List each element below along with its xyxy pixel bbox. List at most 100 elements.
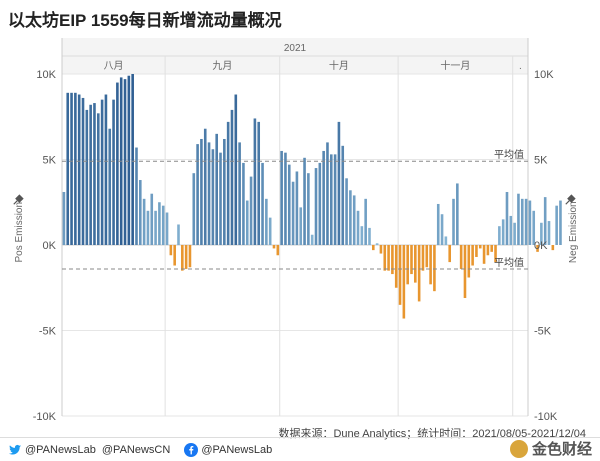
bar	[223, 138, 226, 245]
bar	[540, 222, 543, 245]
bar	[368, 227, 371, 245]
bar	[326, 142, 329, 245]
bar	[173, 245, 176, 266]
bar	[501, 219, 505, 245]
bar	[257, 121, 261, 245]
bar	[520, 198, 524, 245]
bar	[249, 176, 253, 245]
month-label: 八月	[104, 60, 124, 72]
bar	[181, 245, 184, 271]
pin-needle	[13, 200, 18, 205]
bar	[93, 103, 96, 245]
bar	[329, 154, 333, 245]
bar	[154, 210, 157, 245]
pin-icon-right	[565, 194, 576, 205]
bar	[299, 207, 303, 245]
bar	[131, 74, 134, 245]
twitter-handle: @PANewsLab	[25, 443, 96, 456]
bar	[421, 245, 425, 271]
bar	[85, 109, 89, 245]
bar	[429, 245, 432, 285]
y-tick-right: -10K	[534, 411, 558, 423]
bar	[509, 215, 513, 245]
bar	[203, 128, 207, 245]
y-tick-left: -5K	[39, 326, 57, 338]
y-tick-left: 10K	[36, 69, 56, 81]
bar	[372, 245, 375, 251]
bar	[165, 212, 169, 245]
facebook-handle: @PANewsLab	[201, 443, 273, 456]
bar	[158, 202, 161, 245]
bar	[215, 133, 218, 245]
bar	[77, 94, 81, 246]
bar	[406, 245, 409, 285]
bar	[440, 214, 444, 245]
bar	[536, 245, 539, 252]
bar	[184, 245, 188, 269]
pos-average-label: 平均值	[494, 148, 524, 161]
y-tick-right: 10K	[534, 69, 554, 81]
chart-title: 以太坊EIP 1559每日新增流动量概况	[8, 11, 282, 30]
facebook-icon	[184, 442, 199, 457]
facebook-link[interactable]: @PANewsLab	[184, 442, 278, 457]
bar	[528, 200, 532, 245]
y-tick-left: 0K	[43, 240, 57, 252]
bar	[383, 245, 387, 271]
bar	[352, 195, 356, 245]
bar	[543, 197, 547, 245]
bar	[490, 245, 494, 252]
bar	[356, 210, 360, 245]
bar	[150, 193, 154, 245]
bar	[234, 94, 238, 246]
bar	[551, 245, 555, 251]
twitter-link[interactable]: @PANewsLab @PANewsCN	[8, 443, 176, 457]
y-axis-title-right: Neg Emission	[568, 201, 579, 263]
bar	[112, 99, 115, 246]
bar	[219, 152, 222, 245]
bar	[417, 245, 421, 302]
bar	[116, 82, 119, 245]
bar	[524, 198, 528, 245]
bar	[272, 245, 276, 249]
y-tick-right: -5K	[534, 326, 552, 338]
bar	[555, 205, 558, 245]
brand-name: 金色财经	[531, 441, 592, 458]
bar	[391, 245, 394, 275]
bar	[276, 245, 280, 256]
bar	[100, 99, 104, 246]
bar	[177, 224, 180, 245]
bar	[123, 79, 127, 245]
bar	[230, 109, 234, 245]
bar	[471, 245, 474, 266]
bar	[322, 150, 325, 245]
year-label: 2021	[284, 43, 307, 54]
bar	[364, 198, 367, 245]
jinse-logo-icon	[509, 439, 528, 458]
bar	[196, 144, 199, 245]
bar	[318, 162, 322, 245]
bar	[498, 226, 501, 245]
bar	[333, 154, 337, 245]
bar	[425, 245, 429, 268]
bar	[291, 181, 295, 245]
bar	[310, 234, 314, 245]
bar	[253, 118, 257, 245]
month-label: .	[519, 61, 522, 72]
pin-needle	[565, 200, 570, 205]
bar	[200, 138, 203, 245]
bar	[211, 149, 215, 245]
bar	[108, 128, 112, 245]
bar	[169, 245, 173, 256]
bar	[245, 200, 249, 245]
bar	[467, 245, 471, 278]
bar	[207, 142, 211, 245]
bar	[139, 180, 142, 245]
bar	[410, 245, 413, 275]
bar	[261, 162, 264, 245]
bar	[375, 243, 379, 245]
bar	[478, 245, 482, 249]
bar	[486, 245, 490, 256]
bar	[547, 221, 551, 245]
brand-logo: 金色财经	[509, 438, 592, 459]
